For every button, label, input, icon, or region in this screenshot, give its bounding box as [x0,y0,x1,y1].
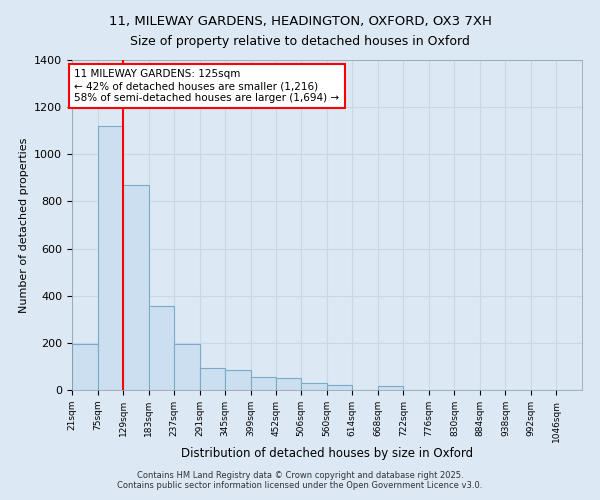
Bar [200,368,225,390]
Bar [72,344,98,390]
Text: Size of property relative to detached houses in Oxford: Size of property relative to detached ho… [130,35,470,48]
Bar [174,344,200,390]
Text: 11 MILEWAY GARDENS: 125sqm
← 42% of detached houses are smaller (1,216)
58% of s: 11 MILEWAY GARDENS: 125sqm ← 42% of deta… [74,70,340,102]
Y-axis label: Number of detached properties: Number of detached properties [19,138,29,312]
Bar [149,306,174,390]
Bar [378,386,403,390]
Bar [251,377,276,390]
Bar [225,370,251,390]
Text: Contains HM Land Registry data © Crown copyright and database right 2025.
Contai: Contains HM Land Registry data © Crown c… [118,470,482,490]
Bar [276,378,301,390]
Text: 11, MILEWAY GARDENS, HEADINGTON, OXFORD, OX3 7XH: 11, MILEWAY GARDENS, HEADINGTON, OXFORD,… [109,15,491,28]
Bar [327,386,352,390]
X-axis label: Distribution of detached houses by size in Oxford: Distribution of detached houses by size … [181,448,473,460]
Bar [301,383,327,390]
Bar [123,185,149,390]
Bar [98,126,123,390]
